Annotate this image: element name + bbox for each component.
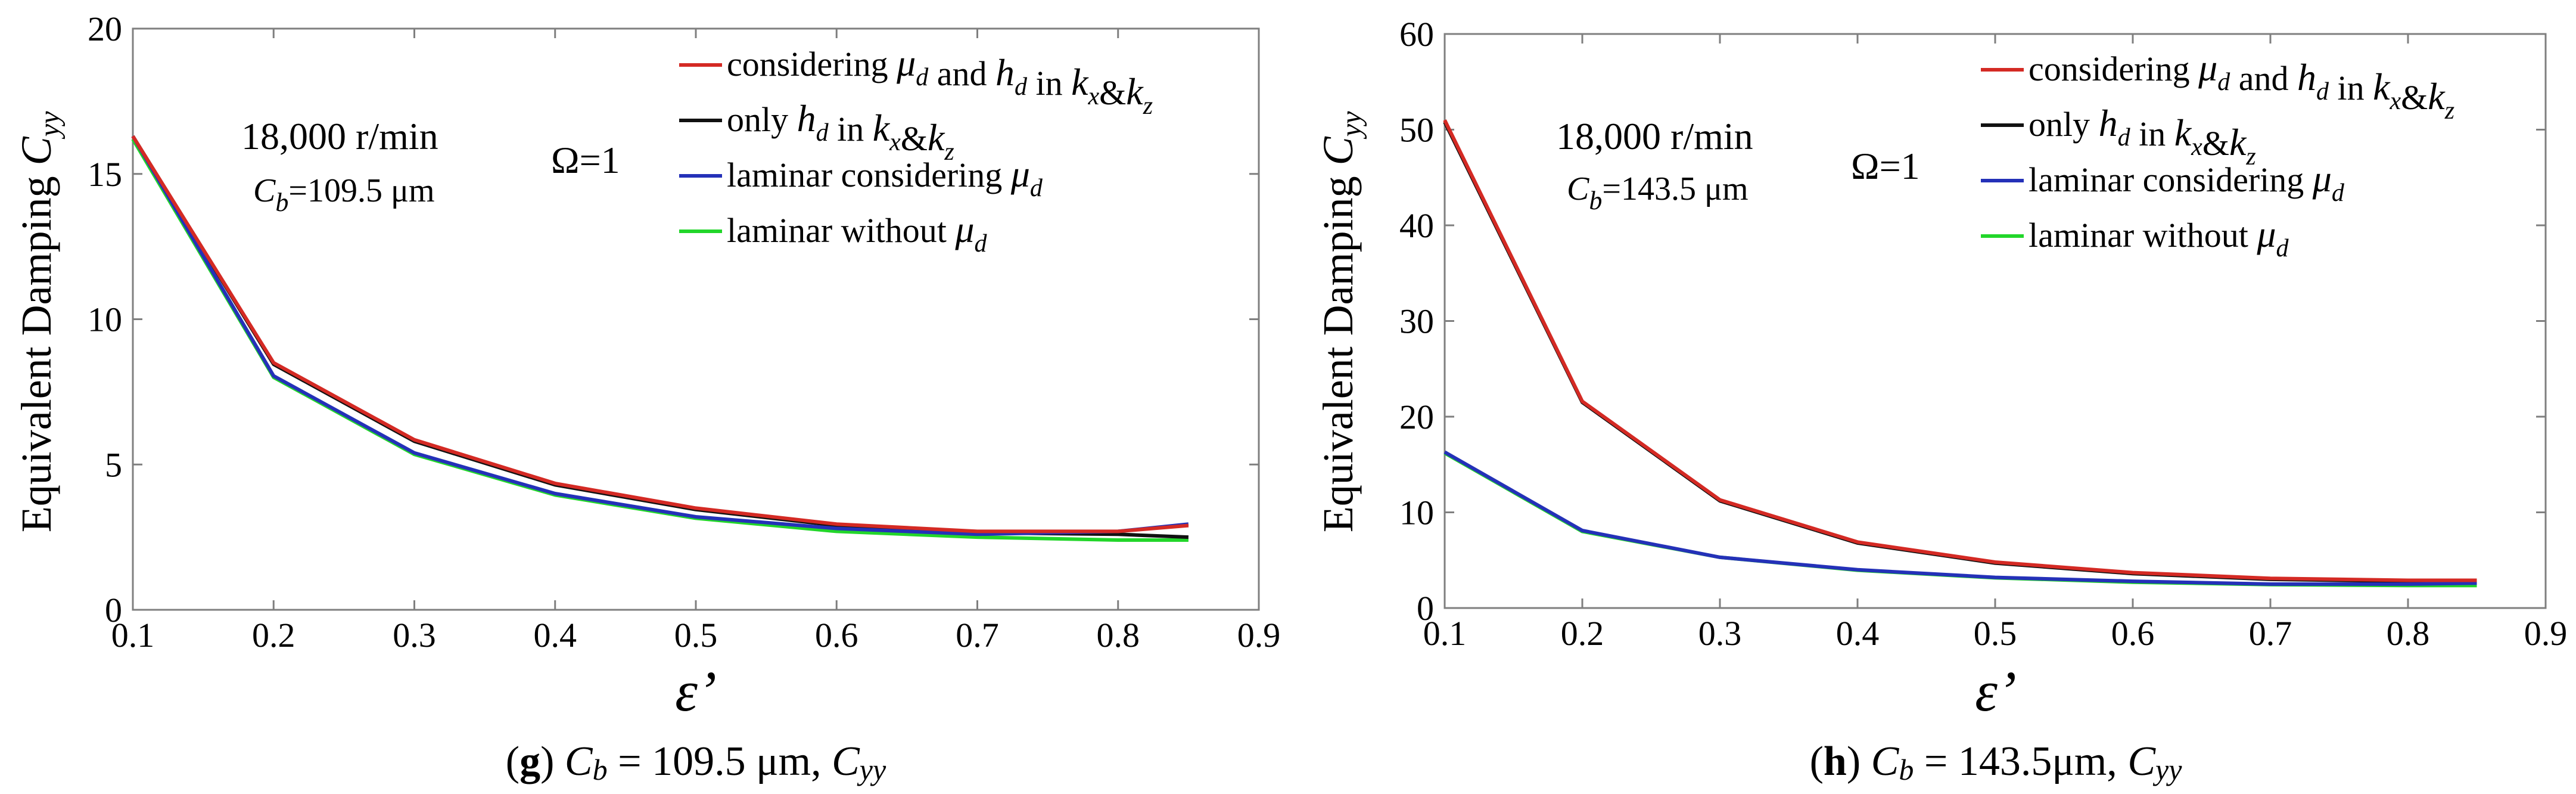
y-tick-label: 10 xyxy=(88,300,122,339)
y-axis-label: Equivalent Damping Cyy xyxy=(1314,111,1367,532)
x-tick-label: 0.6 xyxy=(815,616,858,655)
x-tick-label: 0.9 xyxy=(1237,616,1281,655)
x-tick-label: 0.4 xyxy=(534,616,577,655)
y-tick-label: 5 xyxy=(105,445,122,484)
y-tick-label: 0 xyxy=(105,591,122,629)
x-axis-label: ε’ xyxy=(675,659,717,723)
x-tick-label: 0.1 xyxy=(111,616,155,655)
speed-annotation: 18,000 r/min xyxy=(1556,115,1753,157)
series-line-red xyxy=(131,135,1189,534)
x-tick-label: 0.3 xyxy=(1698,614,1742,653)
y-tick-label: 0 xyxy=(1417,589,1434,628)
x-axis-label: ε’ xyxy=(1975,659,2017,723)
y-tick-label: 40 xyxy=(1399,206,1434,245)
x-tick-label: 0.3 xyxy=(393,616,436,655)
y-tick-label: 20 xyxy=(88,10,122,48)
panel-caption: (g) Cb = 109.5 μm, Cyy xyxy=(506,739,886,786)
series-line-green xyxy=(1443,451,2477,588)
x-tick-label: 0.7 xyxy=(2249,614,2292,653)
legend-label: only hd in kx&kz xyxy=(727,97,954,166)
x-tick-label: 0.1 xyxy=(1423,614,1467,653)
y-tick-label: 15 xyxy=(88,155,122,194)
x-tick-label: 0.2 xyxy=(252,616,295,655)
series-line-red xyxy=(1443,119,2477,582)
panel-caption: (h) Cb = 143.5μm, Cyy xyxy=(1810,739,2183,786)
omega-annotation: Ω=1 xyxy=(551,139,620,181)
y-tick-label: 60 xyxy=(1399,15,1434,54)
speed-annotation: 18,000 r/min xyxy=(241,115,438,157)
y-axis-label: Equivalent Damping Cyy xyxy=(13,111,66,532)
y-tick-label: 30 xyxy=(1399,302,1434,341)
x-tick-label: 0.2 xyxy=(1561,614,1604,653)
omega-annotation: Ω=1 xyxy=(1851,145,1920,187)
x-tick-label: 0.7 xyxy=(956,616,999,655)
legend-label: laminar without μd xyxy=(727,208,988,258)
legend-label: considering μd and hd in kx&kz xyxy=(727,42,1153,120)
legend-label: considering μd and hd in kx&kz xyxy=(2029,46,2454,125)
legend-label: only hd in kx&kz xyxy=(2029,102,2256,170)
legend-label: laminar without μd xyxy=(2029,213,2289,262)
clearance-annotation: Cb=143.5 μm xyxy=(1567,170,1749,215)
x-tick-label: 0.6 xyxy=(2111,614,2155,653)
x-tick-label: 0.8 xyxy=(1097,616,1140,655)
legend-label: laminar considering μd xyxy=(2029,157,2345,207)
x-tick-label: 0.5 xyxy=(1974,614,2017,653)
chart-panel-g: 0.1 0.2 0.3 0.4 0.5 0.6 0.7 0.8 0.9 0 5 10 15 20 Equi… xyxy=(13,10,1280,786)
x-tick-label: 0.5 xyxy=(674,616,718,655)
series-line-blue xyxy=(1443,450,2477,586)
clearance-annotation: Cb=109.5 μm xyxy=(253,172,435,217)
x-tick-label: 0.9 xyxy=(2524,614,2568,653)
y-tick-label: 10 xyxy=(1399,494,1434,532)
x-tick-label: 0.4 xyxy=(1836,614,1880,653)
y-tick-label: 20 xyxy=(1399,398,1434,436)
y-tick-label: 50 xyxy=(1399,111,1434,150)
x-tick-label: 0.8 xyxy=(2387,614,2430,653)
legend-label: laminar considering μd xyxy=(727,153,1043,202)
chart-panel-h: 0.1 0.2 0.3 0.4 0.5 0.6 0.7 0.8 0.9 0 10 20 30 40 50 60… xyxy=(1314,15,2567,786)
